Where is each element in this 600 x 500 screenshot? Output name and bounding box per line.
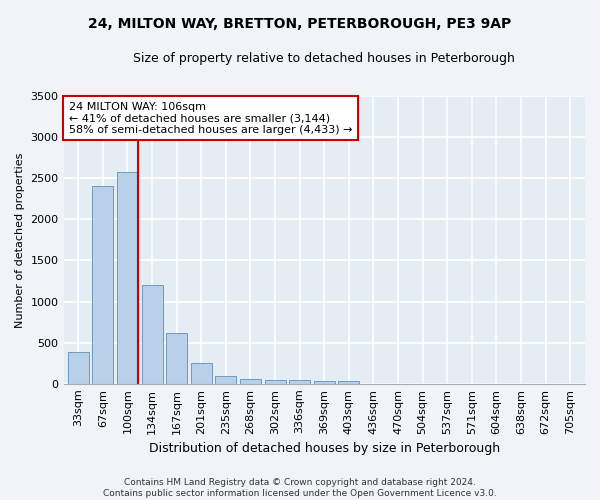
X-axis label: Distribution of detached houses by size in Peterborough: Distribution of detached houses by size … [149,442,500,455]
Bar [142,285,163,384]
Bar [265,380,286,384]
Text: 24 MILTON WAY: 106sqm
← 41% of detached houses are smaller (3,144)
58% of semi-d: 24 MILTON WAY: 106sqm ← 41% of detached … [69,102,352,135]
Text: 24, MILTON WAY, BRETTON, PETERBOROUGH, PE3 9AP: 24, MILTON WAY, BRETTON, PETERBOROUGH, P… [88,18,512,32]
Bar [117,172,138,384]
Bar [68,352,89,384]
Text: Contains HM Land Registry data © Crown copyright and database right 2024.
Contai: Contains HM Land Registry data © Crown c… [103,478,497,498]
Bar [314,380,335,384]
Bar [240,379,261,384]
Bar [166,333,187,384]
Bar [92,186,113,384]
Bar [191,363,212,384]
Y-axis label: Number of detached properties: Number of detached properties [15,152,25,328]
Bar [289,380,310,384]
Bar [338,382,359,384]
Bar [215,376,236,384]
Title: Size of property relative to detached houses in Peterborough: Size of property relative to detached ho… [133,52,515,66]
